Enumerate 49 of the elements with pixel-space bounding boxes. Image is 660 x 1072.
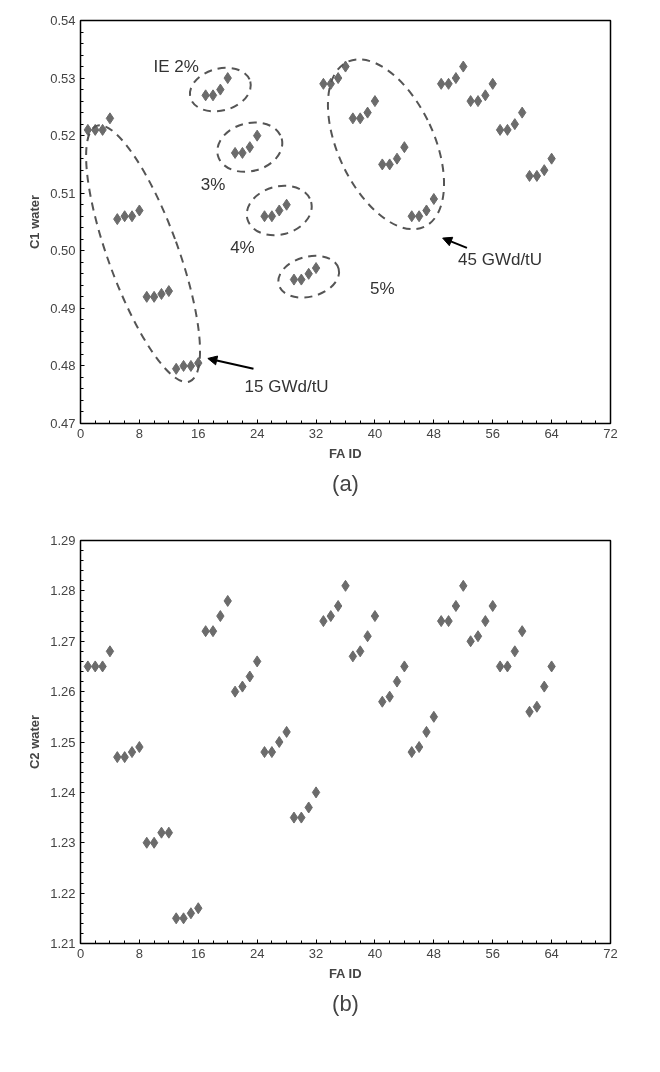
x-tick-label: 16 bbox=[191, 425, 206, 441]
y-tick-label: 0.48 bbox=[50, 358, 76, 374]
y-tick-label: 0.52 bbox=[50, 128, 76, 144]
x-tick-label: 72 bbox=[603, 945, 618, 961]
y-tick-label: 0.49 bbox=[50, 300, 76, 316]
x-tick-label: 24 bbox=[249, 945, 265, 961]
annotation: 15 GWd/tU bbox=[244, 376, 329, 396]
x-tick-label: 48 bbox=[426, 945, 442, 961]
x-tick-label: 32 bbox=[308, 945, 324, 961]
y-tick-label: 0.50 bbox=[50, 243, 76, 259]
y-tick-label: 0.47 bbox=[50, 416, 76, 431]
x-axis-title: FA ID bbox=[328, 965, 362, 981]
x-tick-label: 24 bbox=[249, 425, 265, 441]
x-tick-label: 72 bbox=[603, 425, 618, 441]
y-axis-title: C1 water bbox=[27, 194, 43, 250]
x-tick-label: 8 bbox=[135, 425, 144, 441]
text: (b) bbox=[332, 990, 359, 1016]
y-tick-label: 1.21 bbox=[50, 936, 76, 951]
x-tick-label: 32 bbox=[308, 425, 324, 441]
x-tick-label: 40 bbox=[367, 945, 383, 961]
x-tick-label: 64 bbox=[544, 425, 559, 441]
y-tick-label: 1.28 bbox=[50, 583, 76, 599]
text: (a) bbox=[332, 470, 359, 496]
y-tick-label: 1.26 bbox=[50, 684, 76, 700]
x-tick-label: 56 bbox=[485, 425, 500, 441]
y-tick-label: 1.24 bbox=[50, 784, 76, 800]
x-tick-label: 56 bbox=[485, 945, 500, 961]
x-tick-label: 0 bbox=[76, 425, 85, 441]
x-tick-label: 64 bbox=[544, 945, 559, 961]
annotation: 5% bbox=[370, 278, 395, 298]
y-tick-label: 0.54 bbox=[50, 13, 76, 28]
x-tick-label: 16 bbox=[191, 945, 206, 961]
x-tick-label: 40 bbox=[367, 425, 383, 441]
x-tick-label: 48 bbox=[426, 425, 442, 441]
annotation: 45 GWd/tU bbox=[458, 249, 543, 269]
y-tick-label: 1.29 bbox=[50, 533, 76, 548]
y-tick-label: 0.51 bbox=[50, 185, 76, 201]
annotation: 3% bbox=[200, 175, 226, 195]
x-tick-label: 0 bbox=[76, 945, 85, 961]
x-axis-title: FA ID bbox=[328, 445, 362, 461]
y-tick-label: 0.53 bbox=[50, 70, 76, 86]
y-tick-label: 1.27 bbox=[50, 633, 76, 649]
annotation: IE 2% bbox=[153, 57, 199, 77]
annotation: 4% bbox=[230, 238, 255, 258]
y-tick-label: 1.22 bbox=[50, 885, 76, 901]
x-tick-label: 8 bbox=[135, 945, 144, 961]
y-tick-label: 1.25 bbox=[50, 734, 76, 750]
y-axis-title: C2 water bbox=[27, 714, 43, 770]
y-tick-label: 1.23 bbox=[50, 835, 76, 851]
